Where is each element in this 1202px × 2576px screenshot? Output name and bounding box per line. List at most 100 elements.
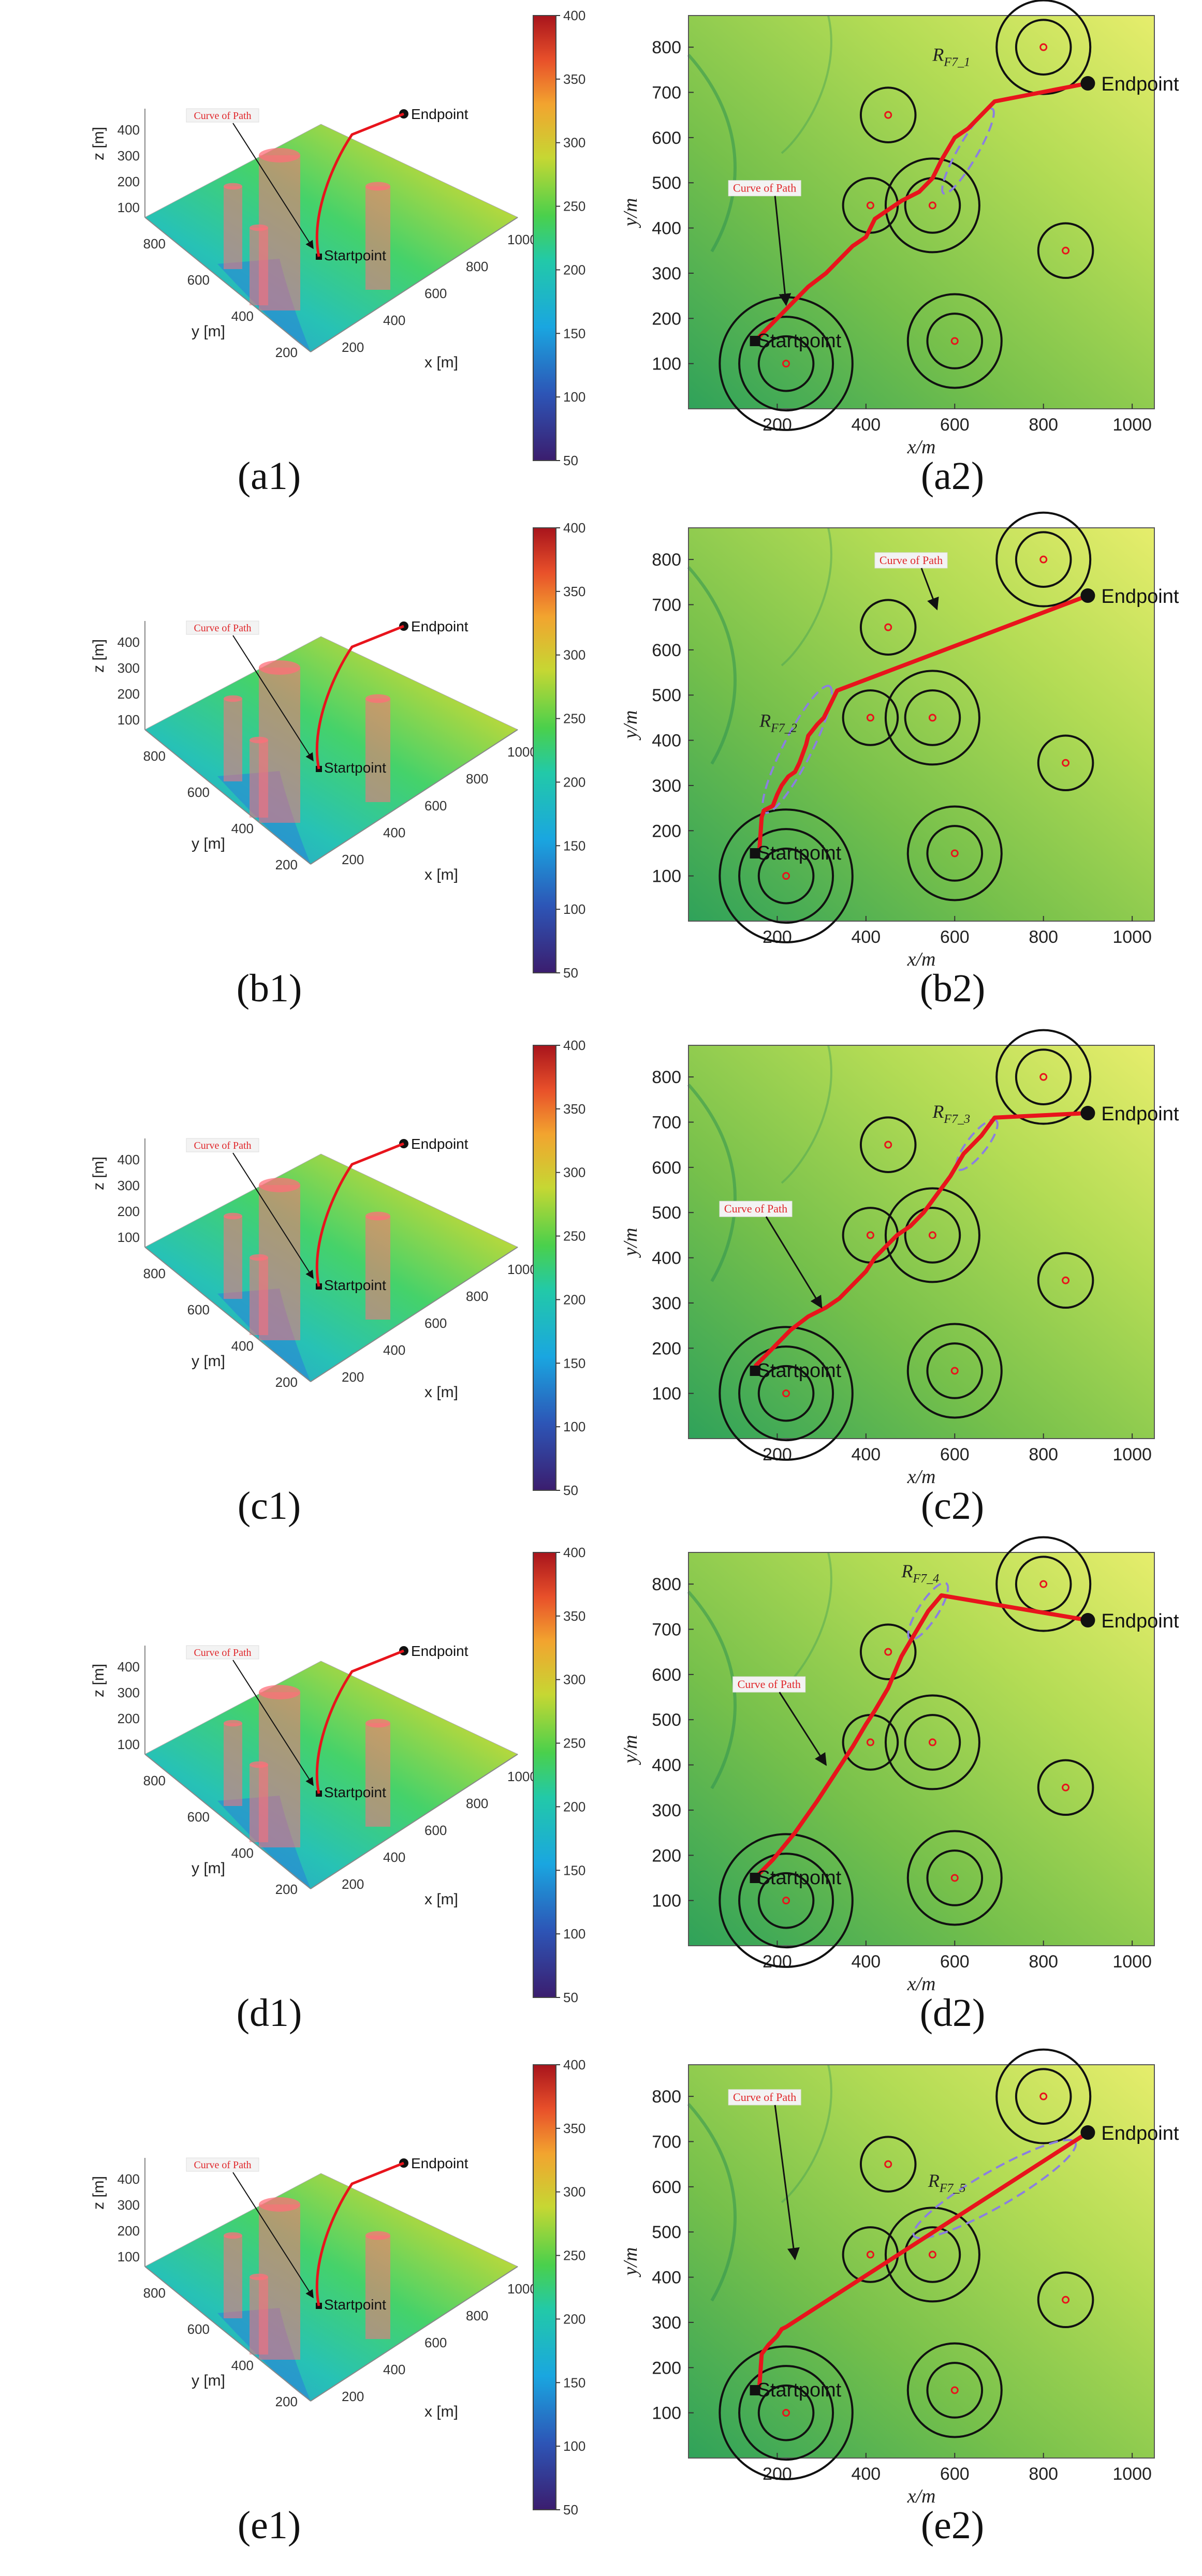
colorbar-tick-label: 250 bbox=[563, 1228, 585, 1244]
threat-ring bbox=[884, 1694, 980, 1790]
y-tick-label: 600 bbox=[187, 272, 210, 288]
y-tick-label: 500 bbox=[652, 173, 681, 193]
x-tick-label: 600 bbox=[940, 415, 970, 435]
threat-ring bbox=[1015, 19, 1072, 76]
colorbar-tick-label: 50 bbox=[563, 965, 578, 981]
threat-pillar bbox=[224, 2236, 242, 2318]
threat-pillar bbox=[365, 186, 390, 290]
y-tick-label: 700 bbox=[652, 1620, 681, 1640]
threat-center-marker bbox=[928, 2251, 936, 2259]
threat-ring bbox=[904, 1714, 961, 1771]
z-tick-label: 200 bbox=[118, 686, 140, 702]
threat-center-marker bbox=[950, 2386, 959, 2394]
y-tick-label: 700 bbox=[652, 83, 681, 103]
threat-ring bbox=[738, 828, 834, 924]
threat-pillar-top bbox=[224, 1720, 242, 1727]
curve-of-path-arrow bbox=[232, 2172, 314, 2299]
threat-pillar-top bbox=[224, 1212, 242, 1220]
x-tick-label: 400 bbox=[851, 927, 881, 947]
terrain-ridge-line bbox=[687, 2103, 737, 2302]
y-tick-label: 800 bbox=[652, 38, 681, 57]
cluster-region-ellipse bbox=[941, 107, 995, 195]
colorbar-tick-label: 50 bbox=[563, 1990, 578, 2005]
endpoint-label: Endpoint bbox=[411, 1136, 468, 1152]
threat-pillar-top bbox=[250, 1761, 268, 1768]
threat-ring bbox=[859, 599, 917, 656]
colorbar-tick-label: 400 bbox=[563, 8, 585, 23]
threat-center-marker bbox=[866, 201, 874, 210]
colorbar-tick-label: 150 bbox=[563, 325, 585, 341]
x-tick-label: 1000 bbox=[507, 1262, 537, 1277]
y-tick-label: 400 bbox=[231, 1338, 254, 1354]
startpoint-marker bbox=[750, 335, 760, 346]
map-axes-frame bbox=[688, 527, 1155, 922]
z-tick-label: 200 bbox=[118, 174, 140, 189]
y-tick-label: 800 bbox=[143, 748, 166, 764]
threat-center-marker bbox=[950, 1367, 959, 1375]
curve-of-path-box bbox=[186, 108, 259, 123]
map-axes-frame bbox=[688, 2064, 1155, 2459]
y-tick-label: 600 bbox=[652, 128, 681, 148]
threat-ring bbox=[926, 1849, 984, 1906]
curve-of-path-arrow bbox=[920, 568, 939, 611]
y-tick-label: 200 bbox=[652, 2358, 681, 2378]
colorbar-tick-label: 400 bbox=[563, 2057, 585, 2072]
colorbar-tick-label: 400 bbox=[563, 520, 585, 536]
terrain-ridge-line bbox=[687, 1084, 737, 1282]
threat-ring bbox=[926, 825, 984, 882]
region-label: RF7_1 bbox=[932, 44, 970, 69]
x-tick-label: 800 bbox=[1029, 415, 1058, 435]
colorbar-tick-label: 150 bbox=[563, 1862, 585, 1878]
y-tick-label: 200 bbox=[275, 857, 298, 872]
x-tick-label: 200 bbox=[342, 2389, 364, 2404]
colorbar-tick-label: 200 bbox=[563, 774, 585, 790]
endpoint-label: Endpoint bbox=[1101, 1103, 1179, 1125]
startpoint-label: Startpoint bbox=[324, 2297, 386, 2313]
y-tick-label: 500 bbox=[652, 1203, 681, 1223]
threat-ring bbox=[995, 511, 1092, 608]
y-tick-label: 100 bbox=[652, 1384, 681, 1404]
threat-center-marker bbox=[782, 1897, 790, 1905]
colorbar-tick-label: 250 bbox=[563, 711, 585, 727]
x-tick-label: 400 bbox=[383, 313, 405, 328]
startpoint-label: Startpoint bbox=[757, 330, 842, 352]
x-tick-label: 200 bbox=[342, 1876, 364, 1892]
x-tick-label: 1000 bbox=[1112, 927, 1152, 947]
startpoint-label: Startpoint bbox=[324, 247, 386, 263]
y-tick-label: 800 bbox=[652, 2087, 681, 2107]
y-tick-label: 200 bbox=[652, 1846, 681, 1866]
y-tick-label: 200 bbox=[275, 1882, 298, 1897]
path-curve bbox=[753, 594, 1089, 855]
path-curve bbox=[753, 81, 1089, 343]
y-tick-label: 800 bbox=[652, 550, 681, 570]
y-tick-label: 600 bbox=[652, 1158, 681, 1178]
threat-pillar-top bbox=[259, 660, 300, 675]
colorbar-tick-label: 50 bbox=[563, 2502, 578, 2518]
y-tick-label: 100 bbox=[652, 2404, 681, 2423]
y-tick-label: 500 bbox=[652, 1710, 681, 1730]
endpoint-label: Endpoint bbox=[1101, 1610, 1179, 1632]
z-tick-label: 300 bbox=[118, 148, 140, 164]
colorbar-tick-label: 100 bbox=[563, 901, 585, 917]
x-tick-label: 400 bbox=[383, 2362, 405, 2377]
curve-of-path-label: Curve of Path bbox=[733, 2091, 796, 2104]
endpoint-label: Endpoint bbox=[411, 618, 468, 634]
threat-ring bbox=[906, 1323, 1003, 1419]
x-axis-label: x [m] bbox=[424, 2403, 458, 2420]
terrain-ridge-line bbox=[781, 2064, 832, 2203]
x-axis-label: x [m] bbox=[424, 1384, 458, 1401]
colorbar-tick-label: 200 bbox=[563, 262, 585, 277]
path-curve-3d bbox=[315, 1142, 404, 1287]
startpoint-marker bbox=[750, 1872, 760, 1883]
threat-ring bbox=[884, 1187, 980, 1283]
threat-pillar bbox=[365, 699, 390, 802]
threat-ring bbox=[926, 313, 984, 369]
x-axis-label: x/m bbox=[907, 436, 936, 458]
x-tick-label: 1000 bbox=[507, 2281, 537, 2297]
x-tick-label: 400 bbox=[851, 2464, 881, 2484]
threat-center-marker bbox=[782, 360, 790, 368]
threat-center-marker bbox=[1062, 246, 1070, 255]
colorbar-tick-label: 200 bbox=[563, 1799, 585, 1814]
threat-pillar bbox=[250, 228, 268, 305]
subfigure-label: (e1) bbox=[238, 2504, 301, 2547]
